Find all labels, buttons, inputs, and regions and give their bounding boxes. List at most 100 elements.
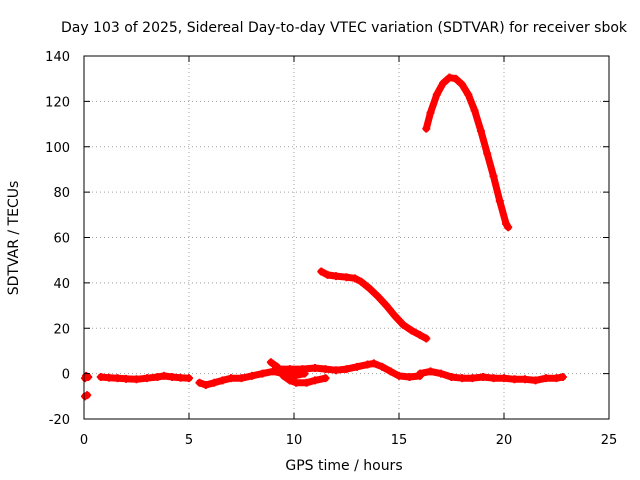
- data-point: [96, 373, 105, 382]
- data-point: [176, 373, 185, 382]
- data-point: [378, 362, 387, 371]
- y-tick-label: 60: [53, 232, 70, 247]
- data-point: [285, 376, 294, 385]
- data-point: [159, 371, 168, 380]
- data-point: [218, 376, 227, 385]
- data-point: [483, 149, 492, 158]
- data-point: [143, 374, 151, 383]
- data-point: [153, 373, 162, 382]
- y-tick-label: 0: [62, 368, 70, 383]
- data-point: [311, 363, 319, 372]
- data-point: [451, 74, 460, 83]
- data-series-layer: [81, 73, 567, 401]
- data-point: [426, 367, 435, 376]
- grid-lines: [84, 56, 609, 419]
- data-point: [258, 369, 267, 378]
- data-point: [500, 374, 508, 383]
- data-point: [201, 380, 210, 389]
- data-point: [321, 374, 330, 383]
- data-point: [382, 301, 391, 310]
- data-point: [237, 374, 246, 383]
- data-point: [399, 320, 408, 329]
- series-near-zero-band-E: [416, 367, 567, 385]
- data-point: [542, 374, 550, 383]
- data-point: [447, 373, 456, 382]
- data-point: [495, 197, 504, 206]
- y-tick-label: 140: [45, 50, 70, 65]
- data-point: [489, 172, 498, 181]
- data-point: [105, 373, 114, 382]
- x-tick-label: 0: [80, 433, 88, 448]
- data-point: [432, 90, 441, 99]
- x-tick-label: 15: [391, 433, 408, 448]
- data-point: [195, 378, 204, 387]
- data-point: [353, 362, 361, 371]
- data-point: [302, 378, 311, 387]
- data-point: [210, 378, 219, 387]
- data-point: [342, 365, 351, 374]
- x-tick-label: 5: [185, 433, 193, 448]
- data-point: [185, 374, 193, 383]
- y-tick-label: 40: [53, 277, 70, 292]
- data-point: [416, 369, 424, 378]
- data-point: [365, 284, 374, 293]
- series-peak-track: [422, 73, 513, 232]
- y-tick-label: 80: [53, 186, 70, 201]
- data-point: [369, 359, 378, 368]
- data-point: [552, 374, 561, 383]
- data-point: [464, 90, 473, 99]
- series-outlier: [81, 391, 92, 401]
- y-tick-label: 100: [45, 141, 70, 156]
- y-tick-label: -20: [49, 413, 70, 428]
- data-point: [405, 373, 414, 382]
- data-point: [439, 79, 448, 88]
- data-point: [298, 365, 307, 374]
- data-point: [422, 124, 431, 133]
- y-axis-label: SDTVAR / TECUs: [6, 181, 22, 296]
- data-point: [332, 366, 340, 375]
- data-point: [357, 277, 366, 286]
- data-point: [279, 371, 288, 380]
- data-point: [332, 272, 340, 281]
- y-tick-label: 20: [53, 322, 70, 337]
- data-point: [323, 270, 332, 279]
- data-point: [350, 274, 359, 283]
- data-point: [558, 373, 567, 382]
- data-point: [317, 267, 326, 276]
- data-point: [458, 80, 466, 89]
- x-axis-label: GPS time / hours: [285, 458, 402, 474]
- data-point: [321, 365, 330, 374]
- data-point: [122, 374, 130, 383]
- series-line: [317, 268, 430, 342]
- data-point: [479, 373, 487, 382]
- series-mid-track: [317, 267, 431, 343]
- series-line: [422, 74, 512, 231]
- data-point: [363, 360, 372, 369]
- data-point: [273, 365, 282, 374]
- data-point: [132, 375, 141, 384]
- data-point: [248, 371, 256, 380]
- data-point: [426, 108, 435, 117]
- data-point: [395, 371, 403, 380]
- data-point: [311, 376, 319, 385]
- data-point: [227, 374, 235, 383]
- x-tick-label: 20: [496, 433, 513, 448]
- data-point: [437, 369, 445, 378]
- x-tick-label: 25: [601, 433, 618, 448]
- data-point: [285, 365, 294, 374]
- data-point: [168, 373, 177, 382]
- data-point: [470, 106, 479, 115]
- data-point: [422, 334, 431, 343]
- data-point: [476, 126, 485, 135]
- series-near-zero-band-B: [96, 371, 193, 384]
- data-point: [374, 292, 382, 301]
- data-point: [416, 331, 424, 340]
- data-point: [386, 367, 395, 376]
- data-point: [390, 311, 399, 320]
- data-point: [84, 373, 93, 382]
- y-tick-label: 120: [45, 95, 70, 110]
- data-point: [342, 273, 351, 282]
- data-point: [266, 358, 275, 367]
- plot-frame: [83, 55, 610, 420]
